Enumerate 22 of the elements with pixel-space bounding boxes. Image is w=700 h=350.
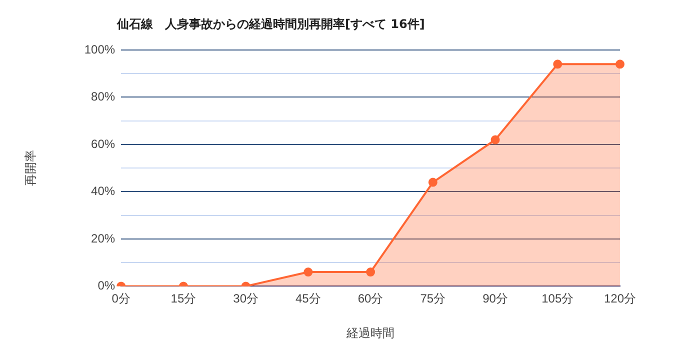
- y-tick-label: 0%: [98, 278, 116, 293]
- x-tick-label: 105分: [542, 292, 574, 306]
- x-axis-title: 経過時間: [346, 326, 395, 340]
- x-tick-label: 45分: [296, 292, 321, 306]
- y-tick-label: 80%: [91, 90, 116, 104]
- x-tick-label: 75分: [420, 292, 446, 306]
- y-tick-label: 20%: [91, 231, 116, 246]
- chart-title: 仙石線 人身事故からの経過時間別再開率[すべて 16件]: [117, 16, 425, 33]
- x-tick-label: 90分: [482, 292, 508, 306]
- x-tick-label: 15分: [170, 292, 196, 306]
- x-tick-label: 60分: [358, 292, 384, 306]
- x-tick-label: 120分: [604, 292, 636, 306]
- y-axis-title: 再開率: [24, 150, 38, 186]
- point: [490, 135, 500, 144]
- point: [553, 60, 562, 69]
- y-tick-label: 100%: [84, 42, 116, 56]
- y-tick-label: 60%: [91, 136, 116, 151]
- y-tick-label: 40%: [91, 184, 116, 198]
- point: [616, 60, 624, 69]
- x-tick-label: 0分: [112, 292, 130, 306]
- point: [428, 178, 438, 187]
- x-tick-label: 30分: [233, 292, 258, 306]
